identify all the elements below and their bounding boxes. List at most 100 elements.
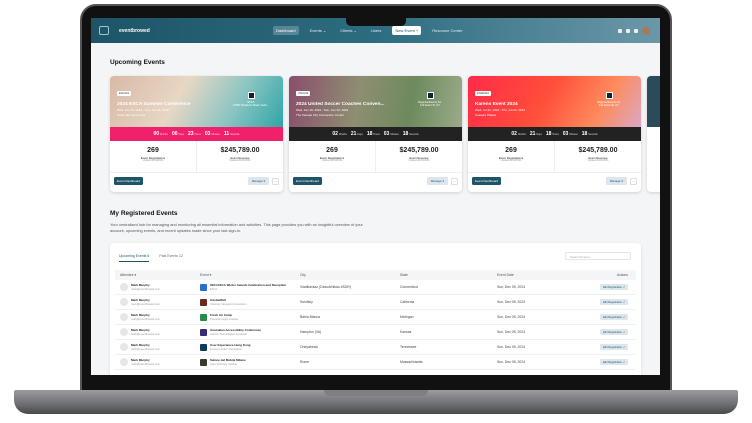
updated-text: Updated 02/03/2024 — [321, 160, 343, 162]
countdown-label: Days — [178, 133, 184, 136]
event-tag: KAREN24 — [475, 91, 491, 96]
search-input[interactable]: Search Events... — [565, 252, 631, 260]
col-attendee[interactable]: Attendee ▾ — [120, 273, 137, 277]
event-card[interactable]: USCC22 2024 United Soccer Coaches Conven… — [289, 76, 462, 192]
state: Massachusetts — [400, 360, 423, 364]
event-dashboard-button[interactable]: Event Dashboard — [293, 177, 323, 185]
event-card[interactable]: ESCA24 2024 ESCA Summer Conference Wed, … — [110, 76, 283, 192]
tab-count: 12 — [179, 254, 183, 258]
event-name[interactable]: 2024 ESCA Winter Awards Celebration and … — [210, 283, 287, 287]
countdown-bar: 02Months 21Days 18Hours 03Minutes 18Seconds — [468, 127, 641, 141]
attendee-email: mark@eventbrowed.com — [131, 363, 160, 366]
new-event-button[interactable]: New Event + — [392, 26, 422, 35]
edit-registration-button[interactable]: Edit Registration ↗ — [600, 284, 628, 290]
tab-label: Upcoming Events — [119, 254, 147, 258]
more-button[interactable]: ⋯ — [451, 177, 458, 185]
countdown-unit: 21Days — [530, 131, 542, 137]
chat-icon[interactable] — [626, 28, 630, 33]
countdown-value: 00 — [153, 131, 160, 137]
event-dashboard-button[interactable]: Event Dashboard — [472, 177, 502, 185]
more-button[interactable]: ⋯ — [630, 177, 637, 185]
registered-description: Your centralized hub for managing and mo… — [110, 222, 363, 233]
countdown-unit: 00Months — [154, 131, 168, 137]
tab-past[interactable]: Past Events 12 — [159, 254, 183, 262]
attendee-avatar — [120, 328, 128, 336]
event-name[interactable]: AdobeMAX — [210, 298, 226, 302]
countdown-bar: 02Months 21Days 18Hours 03Minutes 18Seconds — [289, 127, 462, 141]
nav-users[interactable]: Users — [370, 28, 382, 33]
tab-upcoming[interactable]: Upcoming Events 6 — [119, 254, 150, 262]
state: Michigan — [400, 315, 414, 319]
countdown-label: Seconds — [588, 133, 598, 136]
manage-button[interactable]: Manage ▾ — [247, 177, 269, 185]
attendee-avatar — [120, 313, 128, 321]
nav-events[interactable]: Events ⌄ — [309, 28, 327, 33]
countdown-label: Minutes — [390, 133, 399, 136]
countdown-value: 18 — [545, 131, 552, 137]
event-thumbnail — [200, 298, 207, 306]
event-name[interactable]: User Experience Hong Kong — [210, 343, 251, 347]
state: Tennessee — [400, 345, 417, 349]
event-name[interactable]: Fresh Air Camp — [210, 313, 233, 317]
nav-clients[interactable]: Clients ⌄ — [340, 28, 357, 33]
countdown-unit: 18Hours — [367, 131, 380, 137]
countdown-label: Hours — [552, 133, 559, 136]
event-title: 2024 United Soccer Coaches Conven... — [296, 102, 385, 107]
event-org: Visionary Vanguard Consortium — [210, 303, 247, 306]
countdown-label: Seconds — [230, 133, 240, 136]
event-card-partial[interactable] — [647, 76, 660, 192]
countdown-label: Minutes — [211, 133, 220, 136]
tab-label: Past Events — [159, 254, 179, 258]
countdown-value: 02 — [511, 131, 517, 137]
edit-registration-button[interactable]: Edit Registration ↗ — [600, 344, 628, 350]
manage-button[interactable]: Manage ▾ — [426, 177, 448, 185]
countdown-label: Hours — [194, 133, 201, 136]
event-name[interactable]: Salone del Mobile Milano — [210, 358, 246, 362]
registrations-label: Event Registrations — [140, 156, 166, 160]
avatar[interactable] — [642, 26, 650, 35]
attendee-avatar — [120, 343, 128, 351]
edit-registration-button[interactable]: Edit Registration ↗ — [600, 359, 628, 365]
edit-registration-button[interactable]: Edit Registration ↗ — [600, 314, 628, 320]
countdown-label: Seconds — [409, 133, 419, 136]
manage-button[interactable]: Manage ▾ — [605, 177, 627, 185]
event-dashboard-button[interactable]: Event Dashboard — [114, 177, 144, 185]
event-thumbnail — [200, 313, 207, 321]
countdown-value: 11 — [223, 131, 230, 137]
edit-registration-button[interactable]: Edit Registration ↗ — [600, 299, 628, 305]
event-name[interactable]: Australian Accessibility Conference — [210, 328, 262, 332]
laptop-base — [14, 390, 738, 414]
event-thumbnail — [200, 358, 207, 366]
countdown-value: 18 — [402, 131, 409, 137]
nav-resource-center[interactable]: Resource Center — [432, 28, 463, 33]
main-nav: Dashboard Events ⌄ Clients ⌄ Users New E… — [273, 26, 465, 35]
event-title: 2024 ESCA Summer Conference — [117, 102, 191, 107]
event-dates: Wed, Jun 19, 2019 - Tue, Jun 25, 2019 — [117, 108, 169, 112]
sidebar-toggle-icon[interactable] — [99, 26, 109, 35]
table-row: Mark Murphy mark@eventbrowed.com Salone d… — [115, 355, 636, 370]
calendar-icon[interactable] — [634, 28, 638, 33]
countdown-unit: 18Seconds — [403, 131, 419, 137]
registrations-value: 269 — [505, 147, 517, 154]
organizer-name: Regional Events Inc. — [597, 101, 621, 104]
updated-text: Updated 02/03/2024 — [408, 160, 430, 162]
organizer-logo — [426, 92, 434, 99]
event-stats: 269 Event Registrations Updated 02/03/2024… — [110, 141, 283, 173]
edit-registration-button[interactable]: Edit Registration ↗ — [600, 329, 628, 335]
col-date: Event Date — [497, 273, 514, 277]
registrations-label: Event Registrations — [498, 156, 524, 160]
city: Hampton (VA) — [300, 330, 322, 334]
table-row: Mark Murphy mark@eventbrowed.com Fresh Ai… — [115, 310, 636, 325]
event-thumbnail — [200, 328, 207, 336]
more-button[interactable]: ⋯ — [272, 177, 279, 185]
bell-icon[interactable] — [618, 28, 622, 33]
logo[interactable]: eventbrowed — [119, 27, 150, 34]
nav-dashboard[interactable]: Dashboard — [273, 26, 299, 35]
state: Connecticut — [400, 285, 418, 289]
countdown-unit: 03Minutes — [563, 131, 578, 137]
col-event[interactable]: Event ▾ — [200, 273, 212, 277]
event-card[interactable]: KAREN24 Karens Event 2024 Wed, Jul 21, 2… — [468, 76, 641, 192]
organizer: ESCA 67582 Pinehurst Road, Oahu... — [226, 92, 276, 107]
city: Rome — [300, 360, 310, 364]
camera-notch — [346, 18, 406, 26]
